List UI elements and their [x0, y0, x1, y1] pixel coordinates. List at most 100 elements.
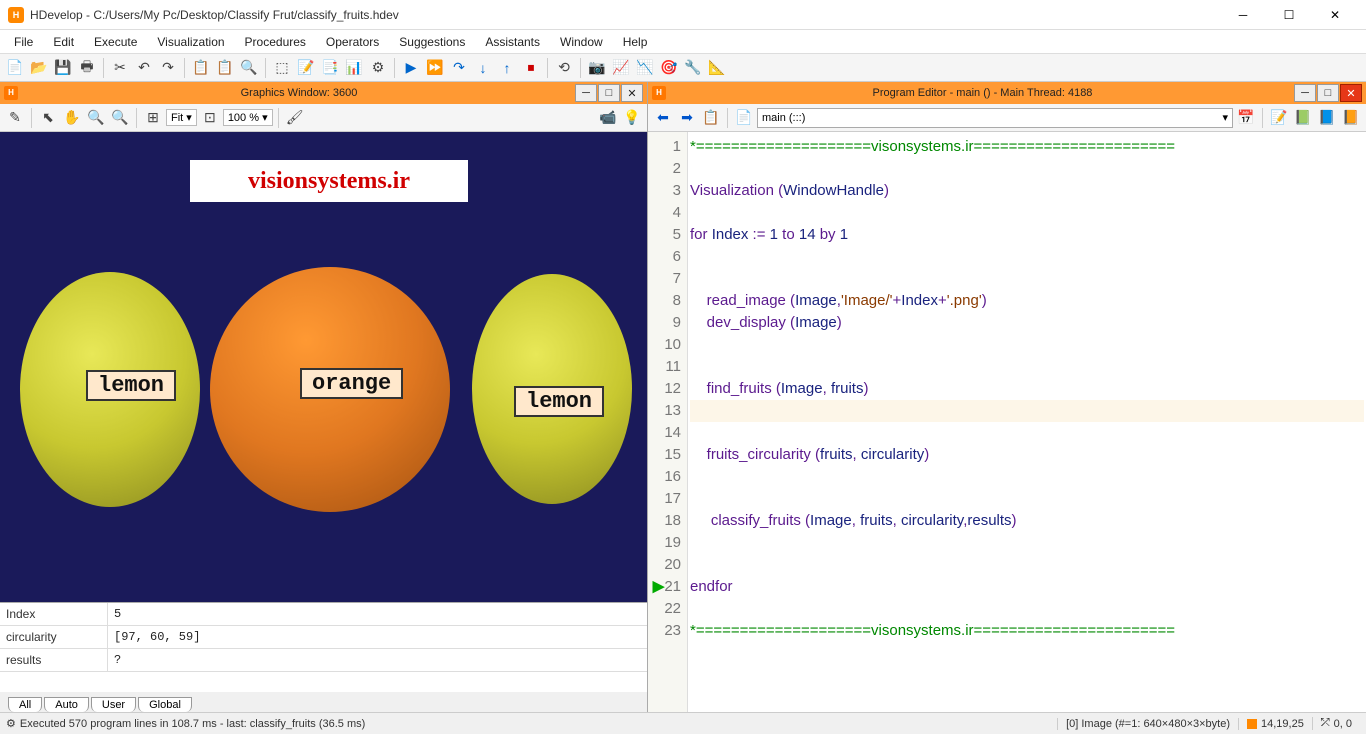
assist3-icon[interactable]: 📉	[634, 57, 656, 79]
var-tab-global[interactable]: Global	[138, 697, 192, 712]
stop-icon[interactable]: ⏹	[520, 57, 542, 79]
panel-close-button[interactable]: ✕	[621, 84, 643, 102]
save-icon[interactable]: 💾	[52, 57, 74, 79]
nav-fwd-icon[interactable]: ➡	[676, 107, 698, 129]
brush-icon[interactable]: 🖌	[284, 107, 306, 129]
tool3-icon[interactable]: 📑	[319, 57, 341, 79]
fit-icon[interactable]: ⊞	[142, 107, 164, 129]
assist5-icon[interactable]: 🔧	[682, 57, 704, 79]
zoom-in-icon[interactable]: 🔍	[85, 107, 107, 129]
status-exec-icon: ⚙	[6, 717, 16, 730]
tool5-icon[interactable]: ⚙	[367, 57, 389, 79]
close-button[interactable]: ✕	[1312, 0, 1358, 30]
status-image-info: [0] Image (#=1: 640×480×3×byte)	[1057, 718, 1238, 730]
tool4-icon[interactable]: 📊	[343, 57, 365, 79]
panel-app-icon: H	[652, 86, 666, 100]
menubar: FileEditExecuteVisualizationProceduresOp…	[0, 30, 1366, 54]
label-lemon-2: lemon	[514, 386, 604, 417]
paste-icon[interactable]: 📋	[214, 57, 236, 79]
var-tab-all[interactable]: All	[8, 697, 42, 712]
assist6-icon[interactable]: 📐	[706, 57, 728, 79]
editor-maximize-button[interactable]: □	[1317, 84, 1339, 102]
pencil-icon[interactable]: ✎	[4, 107, 26, 129]
status-rgb: 14,19,25	[1238, 718, 1312, 730]
fit-dropdown[interactable]: Fit ▾	[166, 109, 197, 126]
find-icon[interactable]: 🔍	[238, 57, 260, 79]
menu-window[interactable]: Window	[550, 32, 613, 52]
open-icon[interactable]: 📂	[28, 57, 50, 79]
watermark-text: visionsystems.ir	[190, 160, 468, 202]
new-icon[interactable]: 📄	[4, 57, 26, 79]
ed-btn4-icon[interactable]: 📘	[1316, 107, 1338, 129]
menu-edit[interactable]: Edit	[43, 32, 84, 52]
panel-app-icon: H	[4, 86, 18, 100]
app-icon: H	[8, 7, 24, 23]
editor-toolbar: ⬅ ➡ 📋 📄 main (:::)▾ 📅 📝 📗 📘 📙	[648, 104, 1366, 132]
redo-icon[interactable]: ↷	[157, 57, 179, 79]
assist2-icon[interactable]: 📈	[610, 57, 632, 79]
ed-btn1-icon[interactable]: 📅	[1235, 107, 1257, 129]
var-tab-user[interactable]: User	[91, 697, 136, 712]
step-out-icon[interactable]: ↑	[496, 57, 518, 79]
panel-minimize-button[interactable]: ─	[575, 84, 597, 102]
menu-operators[interactable]: Operators	[316, 32, 389, 52]
graphics-window[interactable]: visionsystems.ir lemon orange lemon	[0, 132, 647, 602]
tool-icon[interactable]: ⬚	[271, 57, 293, 79]
editor-panel-title: H Program Editor - main () - Main Thread…	[648, 82, 1366, 104]
proc-icon[interactable]: 📄	[733, 107, 755, 129]
menu-visualization[interactable]: Visualization	[147, 32, 234, 52]
code-editor[interactable]: 1234567891011121314151617181920▶212223 *…	[648, 132, 1366, 712]
graphics-panel-title: H Graphics Window: 3600 ─ □ ✕	[0, 82, 647, 104]
var-row[interactable]: Index5	[0, 603, 647, 626]
step-over-icon[interactable]: ↷	[448, 57, 470, 79]
menu-suggestions[interactable]: Suggestions	[389, 32, 475, 52]
editor-close-button[interactable]: ✕	[1340, 84, 1362, 102]
reset-icon[interactable]: ⟲	[553, 57, 575, 79]
assist4-icon[interactable]: 🎯	[658, 57, 680, 79]
zoom-out-icon[interactable]: 🔍	[109, 107, 131, 129]
copy-icon[interactable]: 📋	[190, 57, 212, 79]
status-exec-text: Executed 570 program lines in 108.7 ms -…	[20, 718, 365, 730]
nav-back-icon[interactable]: ⬅	[652, 107, 674, 129]
maximize-button[interactable]: ☐	[1266, 0, 1312, 30]
variable-tabs: AllAutoUserGlobal	[0, 692, 647, 712]
window-title: HDevelop - C:/Users/My Pc/Desktop/Classi…	[30, 8, 1220, 22]
record-icon[interactable]: 📹	[597, 107, 619, 129]
zoom-dropdown[interactable]: 100 % ▾	[223, 109, 273, 126]
var-tab-auto[interactable]: Auto	[44, 697, 89, 712]
run-step-icon[interactable]: ⏩	[424, 57, 446, 79]
undo-icon[interactable]: ↶	[133, 57, 155, 79]
hand-icon[interactable]: ✋	[61, 107, 83, 129]
graphics-title-text: Graphics Window: 3600	[24, 87, 574, 99]
pointer-icon[interactable]: ⬉	[37, 107, 59, 129]
var-row[interactable]: circularity[97, 60, 59]	[0, 626, 647, 649]
variable-inspector: Index5circularity[97, 60, 59]results?	[0, 602, 647, 692]
procedure-selector[interactable]: main (:::)▾	[757, 108, 1233, 128]
titlebar: H HDevelop - C:/Users/My Pc/Desktop/Clas…	[0, 0, 1366, 30]
menu-file[interactable]: File	[4, 32, 43, 52]
step-into-icon[interactable]: ↓	[472, 57, 494, 79]
assist1-icon[interactable]: 📷	[586, 57, 608, 79]
window-icon[interactable]: ⊡	[199, 107, 221, 129]
clipboard-icon[interactable]: 📋	[700, 107, 722, 129]
menu-execute[interactable]: Execute	[84, 32, 147, 52]
run-icon[interactable]: ▶	[400, 57, 422, 79]
print-icon[interactable]: 🖶	[76, 57, 98, 79]
minimize-button[interactable]: ─	[1220, 0, 1266, 30]
ed-btn3-icon[interactable]: 📗	[1292, 107, 1314, 129]
tool2-icon[interactable]: 📝	[295, 57, 317, 79]
statusbar: ⚙ Executed 570 program lines in 108.7 ms…	[0, 712, 1366, 734]
graphics-toolbar: ✎ ⬉ ✋ 🔍 🔍 ⊞ Fit ▾ ⊡ 100 % ▾ 🖌 📹 💡	[0, 104, 647, 132]
menu-procedures[interactable]: Procedures	[235, 32, 316, 52]
menu-assistants[interactable]: Assistants	[475, 32, 550, 52]
menu-help[interactable]: Help	[613, 32, 658, 52]
editor-title-text: Program Editor - main () - Main Thread: …	[672, 87, 1293, 99]
status-coord: ⤱ 0, 0	[1312, 717, 1360, 730]
panel-maximize-button[interactable]: □	[598, 84, 620, 102]
ed-btn2-icon[interactable]: 📝	[1268, 107, 1290, 129]
cut-icon[interactable]: ✂	[109, 57, 131, 79]
editor-minimize-button[interactable]: ─	[1294, 84, 1316, 102]
ed-btn5-icon[interactable]: 📙	[1340, 107, 1362, 129]
bulb-icon[interactable]: 💡	[621, 107, 643, 129]
var-row[interactable]: results?	[0, 649, 647, 672]
